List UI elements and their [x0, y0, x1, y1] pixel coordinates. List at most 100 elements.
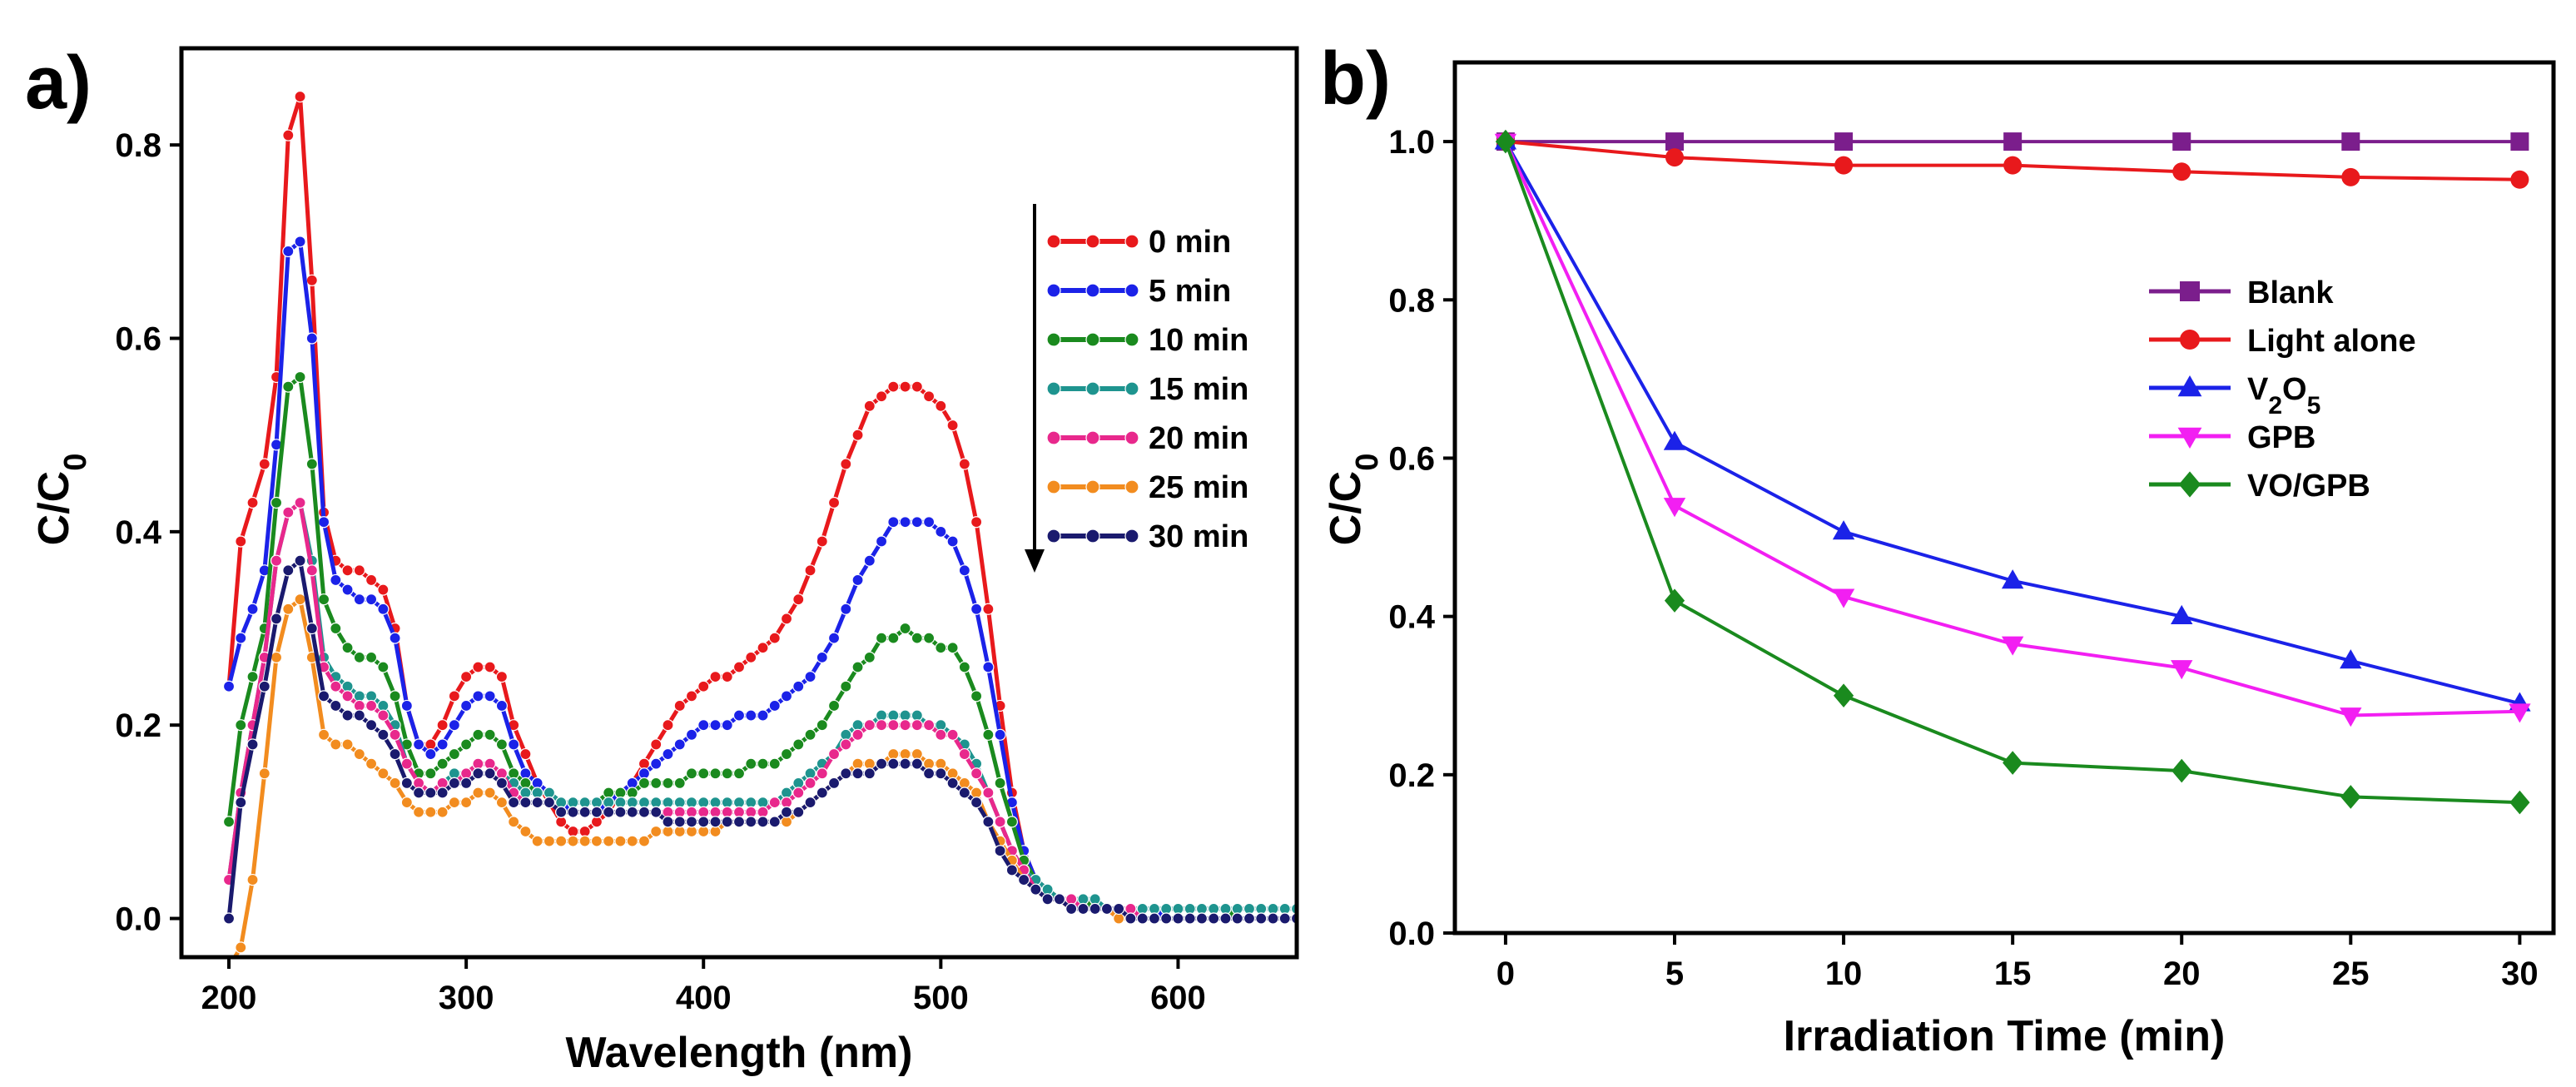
data-point-blank [2341, 132, 2360, 151]
data-point-30-min [1065, 902, 1078, 916]
data-point-vo-gpb [2509, 790, 2530, 815]
data-point-25-min [424, 806, 437, 818]
data-point-20-min [768, 797, 781, 809]
data-point-0-min [495, 671, 508, 683]
legend-label: V2O5 [2247, 372, 2320, 419]
series-line-15-min [226, 500, 1297, 911]
panel-b-y-label-main: C/C [1322, 471, 1370, 546]
data-point-30-min [851, 767, 864, 780]
data-point-20-min [840, 738, 852, 751]
data-point-25-min [389, 777, 401, 789]
data-point-0-min [519, 747, 532, 761]
data-point-5-min [732, 709, 746, 722]
legend-label: 20 min [1149, 421, 1248, 456]
data-point-30-min [235, 797, 247, 809]
data-point-5-min [389, 632, 401, 644]
data-point-30-min [638, 806, 651, 818]
series-15-min [222, 496, 1297, 916]
data-point-20-min [282, 506, 295, 519]
data-point-5-min [697, 719, 710, 732]
data-point-blank [1665, 132, 1684, 151]
data-point-20-min [970, 767, 983, 780]
data-point-10-min [235, 719, 247, 732]
data-point-v2o5 [2171, 604, 2193, 624]
data-point-10-min [732, 767, 746, 780]
data-point-10-min [745, 757, 757, 770]
data-point-10-min [460, 738, 473, 751]
series-vo-gpb [1495, 129, 2530, 815]
data-point-20-min [946, 728, 959, 741]
data-point-0-min [246, 496, 259, 509]
data-point-25-min [472, 787, 484, 799]
data-point-0-min [673, 699, 686, 712]
data-point-vo-gpb [1833, 683, 1854, 708]
data-point-5-min [424, 747, 437, 761]
data-point-25-min [365, 757, 378, 770]
data-point-10-min [282, 380, 295, 393]
data-point-5-min [757, 709, 769, 722]
legend-label: 0 min [1149, 225, 1231, 260]
data-point-5-min [413, 738, 425, 751]
data-point-0-min [365, 573, 378, 587]
panel-a-frame [179, 46, 1299, 960]
data-point-5-min [673, 738, 686, 751]
data-point-30-min [1243, 912, 1256, 925]
data-point-30-min [578, 806, 591, 818]
data-point-light-alone [2172, 162, 2191, 181]
data-point-30-min [330, 699, 342, 712]
data-point-30-min [994, 845, 1006, 857]
data-point-5-min [495, 699, 508, 712]
data-point-0-min [875, 390, 888, 403]
data-point-30-min [519, 797, 532, 809]
data-point-0-min [827, 496, 841, 509]
data-point-0-min [258, 458, 271, 470]
data-point-20-min [935, 728, 947, 741]
legend-swatch-marker [2180, 281, 2200, 301]
data-point-10-min [946, 642, 959, 654]
data-point-5-min [994, 728, 1006, 741]
x-tick-label: 30 [2501, 955, 2539, 992]
y-tick-label: 0.0 [115, 901, 161, 938]
data-point-25-min [235, 941, 247, 954]
legend-swatch-marker [2177, 375, 2202, 397]
data-point-30-min [472, 767, 484, 780]
data-point-0-min [863, 400, 876, 412]
x-tick-label: 5 [1665, 955, 1684, 992]
legend-item-15-min: 15 min [1046, 372, 1248, 407]
legend-label: 10 min [1149, 323, 1248, 358]
legend-swatch-marker [1124, 234, 1139, 249]
data-point-0-min [282, 129, 295, 141]
data-point-v2o5 [2001, 569, 2024, 589]
data-point-30-min [875, 757, 888, 770]
data-point-25-min [270, 651, 283, 663]
data-point-30-min [400, 777, 413, 789]
legend-label: 30 min [1149, 519, 1248, 554]
data-point-vo-gpb [1664, 588, 1685, 613]
legend-swatch-marker [2177, 427, 2202, 449]
data-point-light-alone [1665, 148, 1684, 167]
data-point-5-min [282, 245, 295, 258]
data-point-5-min [508, 738, 520, 751]
legend-swatch-marker [1046, 332, 1061, 347]
data-point-25-min [448, 797, 460, 809]
data-point-30-min [792, 806, 805, 818]
legend-swatch-marker [1085, 283, 1100, 298]
data-point-10-min [911, 632, 923, 644]
legend-label: Light alone [2247, 324, 2416, 359]
data-point-25-min [555, 835, 568, 847]
data-point-25-min [413, 806, 425, 818]
data-point-10-min [365, 651, 378, 663]
series-v2o5 [1494, 130, 2531, 712]
data-point-30-min [816, 787, 828, 799]
data-point-20-min [863, 719, 876, 732]
data-point-30-min [1113, 902, 1125, 916]
panel-a-y-label-main: C/C [30, 471, 78, 546]
data-point-30-min [484, 767, 496, 780]
data-point-0-min [946, 419, 959, 432]
data-point-30-min [697, 816, 710, 828]
legend-label: Blank [2247, 275, 2334, 310]
data-point-30-min [341, 709, 354, 722]
data-point-5-min [222, 680, 236, 692]
